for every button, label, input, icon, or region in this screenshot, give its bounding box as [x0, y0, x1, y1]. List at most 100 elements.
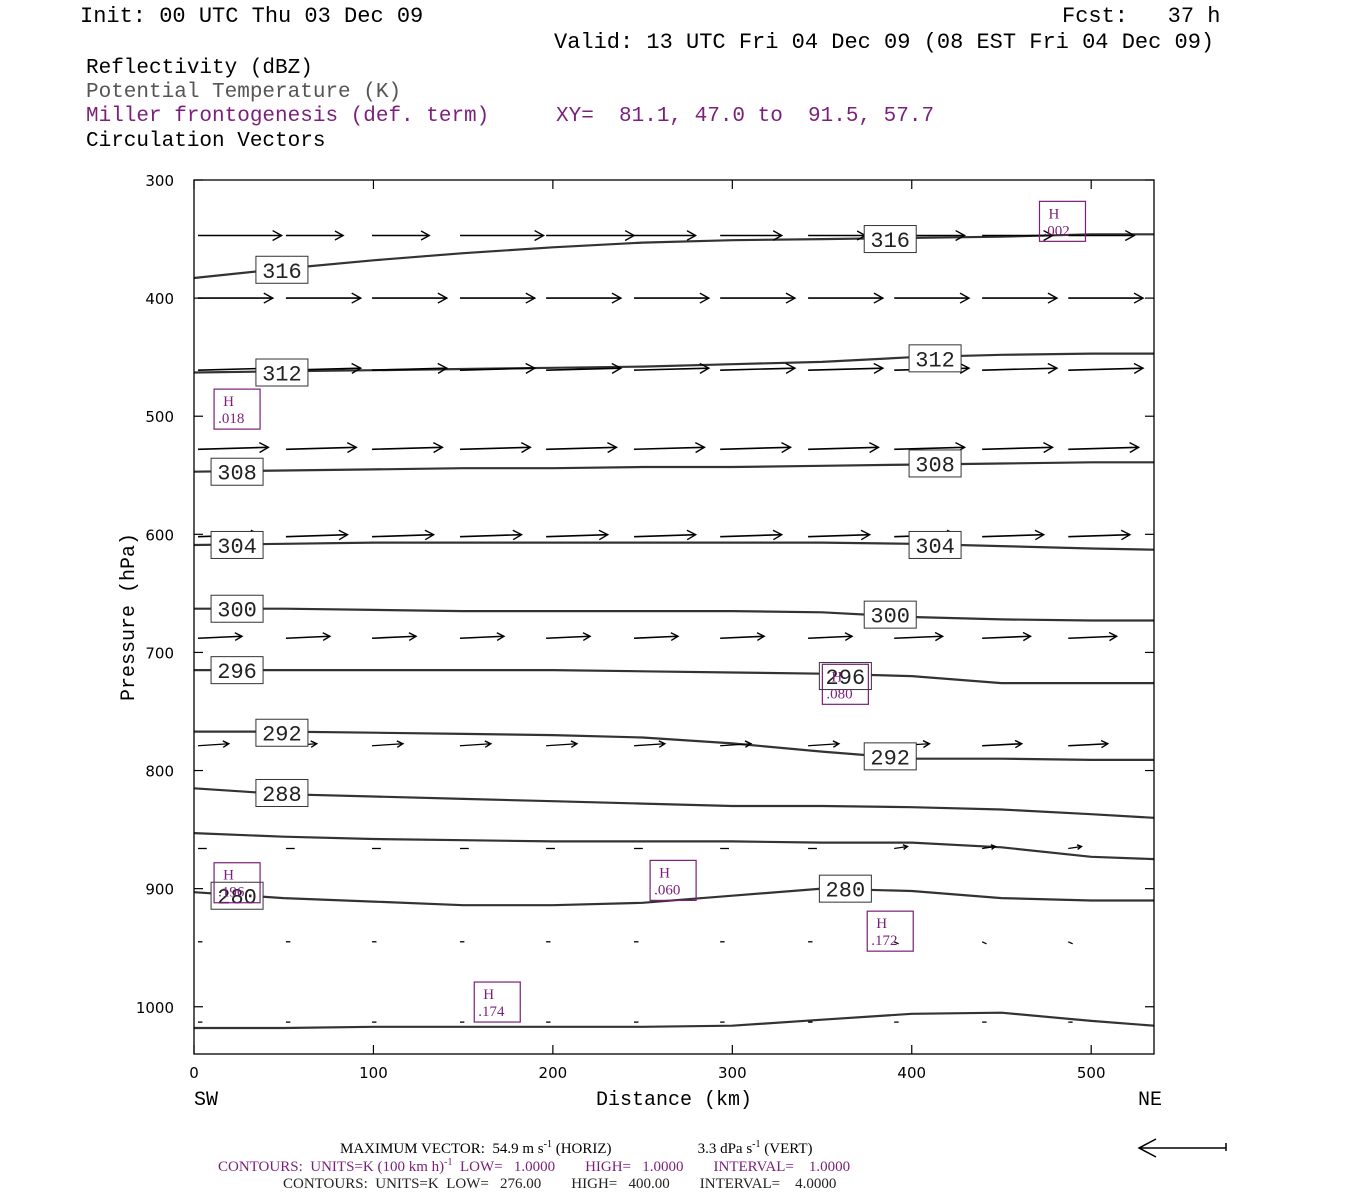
vector-arrow-head	[420, 230, 431, 241]
vector-arrow	[634, 446, 705, 451]
vector-arrow	[894, 635, 943, 640]
theta-contour-280	[193, 887, 1154, 907]
contours-fg-unit: -1	[444, 1157, 453, 1168]
theta-contour-label: 300	[217, 599, 257, 624]
vector-arrow-head	[424, 529, 436, 541]
theta-contour-label-box	[210, 656, 264, 685]
max-vector-vert-unit: -1	[752, 1139, 761, 1150]
vector-arrow-head	[1047, 292, 1059, 304]
theta-contours	[193, 233, 1155, 1030]
frontogenesis-max-value: .018	[218, 411, 244, 427]
vector-arrow	[546, 446, 617, 451]
axes: 300 400 500 600 700 800 900 1000 0 100 200 300 400 50…	[136, 172, 1155, 1082]
vector-arrow-head	[1133, 362, 1145, 374]
max-vector-vert-end: (VERT)	[760, 1141, 813, 1157]
vector-arrow	[720, 533, 782, 538]
y-tick-label: 700	[145, 644, 174, 662]
vector-arrow-head	[1022, 631, 1033, 642]
frontogenesis-max-label: H	[659, 865, 670, 881]
theta-contour-288	[193, 787, 1155, 819]
theta-contour-284	[193, 832, 1155, 861]
vector-arrow	[285, 446, 357, 451]
vector-arrow	[894, 845, 908, 850]
vector-arrow-head	[437, 362, 449, 374]
vector-arrow-head	[437, 292, 449, 304]
vector-arrow-head	[922, 740, 931, 749]
vector-arrow	[634, 367, 709, 371]
vector-arrow	[197, 635, 243, 640]
theta-contour-label-box	[210, 457, 264, 486]
y-tick-label: 600	[145, 526, 174, 544]
vector-arrow-head	[484, 740, 493, 748]
y-axis-title: Pressure (hPa)	[118, 533, 141, 701]
vector-arrow	[808, 367, 883, 371]
theta-contour-296	[194, 668, 1154, 685]
valid-time: Valid: 13 UTC Fri 04 Dec 09 (08 EST Fri …	[554, 30, 1215, 55]
theta-contour-label: 316	[870, 229, 910, 254]
vector-arrow	[1068, 845, 1082, 850]
theta-contour-label-box	[255, 358, 309, 387]
theta-contour-label-box	[818, 874, 872, 903]
vector-arrow	[1068, 941, 1073, 945]
vector-arrow-head	[525, 292, 537, 304]
theta-contour-304	[193, 541, 1155, 551]
vector-arrow-head	[955, 229, 967, 242]
theta-contour-label-box	[908, 449, 962, 478]
theta-contour-316	[193, 233, 1154, 280]
vector-arrow-head	[902, 844, 909, 850]
theta-title: Potential Temperature (K)	[86, 81, 402, 104]
vector-arrow	[372, 743, 403, 747]
vector-arrow	[808, 533, 870, 538]
theta-contour-label-box	[908, 344, 962, 373]
theta-contour-label: 312	[262, 363, 302, 388]
theta-contour-label: 280	[826, 879, 866, 904]
vector-arrow	[808, 743, 839, 747]
vector-arrow-head	[512, 529, 524, 541]
theta-contour-label: 296	[217, 660, 257, 685]
theta-contour-label: 288	[262, 783, 302, 808]
x-tick-label: 300	[718, 1064, 747, 1082]
theta-contour-label: 304	[217, 535, 257, 560]
theta-contour-labels: 316 316 312 312 308 308 304 304 300 300 296 296 292 2…	[210, 225, 962, 911]
y-tick-label: 900	[145, 881, 174, 899]
frontogenesis-max-value: .002	[1043, 223, 1069, 239]
vector-arrow-head	[346, 441, 358, 454]
theta-contour-label: 292	[262, 723, 302, 748]
vector-arrow-head	[658, 740, 667, 748]
frontogenesis-max-value: .174	[478, 1004, 505, 1020]
theta-contour-label: 312	[915, 348, 955, 373]
init-time: Init: 00 UTC Thu 03 Dec 09	[80, 4, 424, 29]
xy-coords: XY= 81.1, 47.0 to 91.5, 57.7	[556, 105, 935, 128]
vector-arrow-head	[534, 229, 546, 242]
vector-arrow	[372, 533, 434, 538]
theta-contour-292	[194, 730, 1154, 762]
vector-arrow	[634, 635, 679, 640]
vector-arrow	[720, 743, 752, 747]
vector-arrow-head	[611, 292, 623, 304]
vector-arrow-head	[1076, 844, 1083, 850]
vector-arrow-head	[582, 632, 592, 642]
vector-arrow-head	[351, 362, 363, 374]
frontogenesis-max-label: H	[223, 868, 234, 884]
vector-arrow	[1068, 367, 1144, 371]
vector-arrow-head	[694, 441, 706, 454]
vector-arrow-head	[873, 362, 885, 374]
frontogenesis-max-label: H	[831, 669, 842, 685]
theta-contour-label: 296	[826, 666, 866, 691]
contours-fg-rest: LOW= 1.0000 HIGH= 1.0000 INTERVAL= 1.000…	[452, 1159, 851, 1175]
y-tick-label: 800	[145, 763, 174, 781]
vector-arrow	[1068, 446, 1139, 451]
frontogenesis-max-label: H	[1048, 206, 1059, 222]
vector-arrow	[459, 635, 505, 640]
vector-arrow	[634, 533, 696, 538]
vector-arrow-head	[432, 441, 444, 454]
vector-arrow-head	[338, 529, 349, 541]
footer-contours-theta: CONTOURS: UNITS=K LOW= 276.00 HIGH= 400.…	[283, 1176, 837, 1192]
max-vector-vert: 3.3 dPa s	[697, 1141, 753, 1157]
forecast-hour: Fcst: 37 h	[1062, 4, 1221, 29]
x-tick-label: 400	[897, 1064, 926, 1082]
vector-arrow	[893, 941, 899, 945]
vector-arrow	[372, 446, 443, 451]
vector-arrow	[285, 635, 330, 640]
